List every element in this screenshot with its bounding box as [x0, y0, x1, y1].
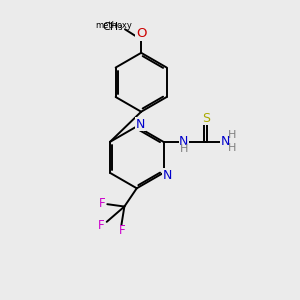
Text: N: N — [162, 169, 172, 182]
Text: CH₃: CH₃ — [102, 22, 123, 32]
Text: H: H — [180, 144, 188, 154]
Text: N: N — [220, 134, 230, 148]
Text: H: H — [228, 130, 236, 140]
Text: H: H — [228, 143, 236, 153]
Text: F: F — [119, 224, 125, 237]
Text: F: F — [98, 219, 105, 232]
Text: N: N — [136, 118, 145, 130]
Text: F: F — [99, 197, 105, 210]
Text: N: N — [179, 134, 188, 148]
Text: S: S — [202, 112, 210, 125]
Text: O: O — [136, 27, 146, 40]
Text: methoxy: methoxy — [95, 21, 132, 30]
